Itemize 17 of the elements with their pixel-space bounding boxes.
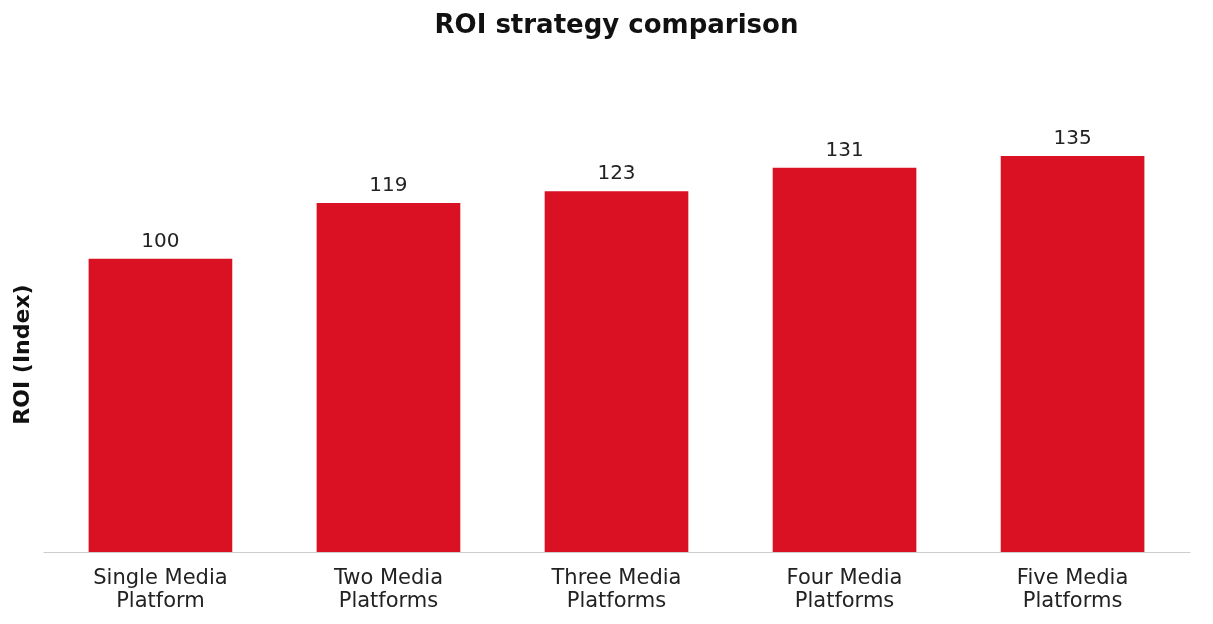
bar	[88, 258, 233, 552]
bar	[772, 167, 917, 552]
data-label: 119	[369, 171, 408, 196]
x-tick-label: Two Media Platforms	[332, 564, 444, 612]
x-tick-label: Five Media Platforms	[1016, 564, 1129, 612]
data-label: 100	[141, 227, 180, 252]
data-label: 123	[597, 160, 636, 185]
y-axis-title: ROI (Index)	[8, 284, 34, 425]
x-tick-label: Single Media Platform	[93, 564, 228, 612]
bar	[544, 191, 689, 552]
x-tick-label: Three Media Platforms	[550, 564, 682, 612]
chart-title: ROI strategy comparison	[434, 9, 799, 39]
data-label: 135	[1053, 125, 1092, 149]
data-label: 131	[825, 136, 864, 161]
bar	[316, 202, 461, 552]
x-tick-label: Four Media Platforms	[786, 564, 903, 612]
bar	[1000, 156, 1145, 552]
